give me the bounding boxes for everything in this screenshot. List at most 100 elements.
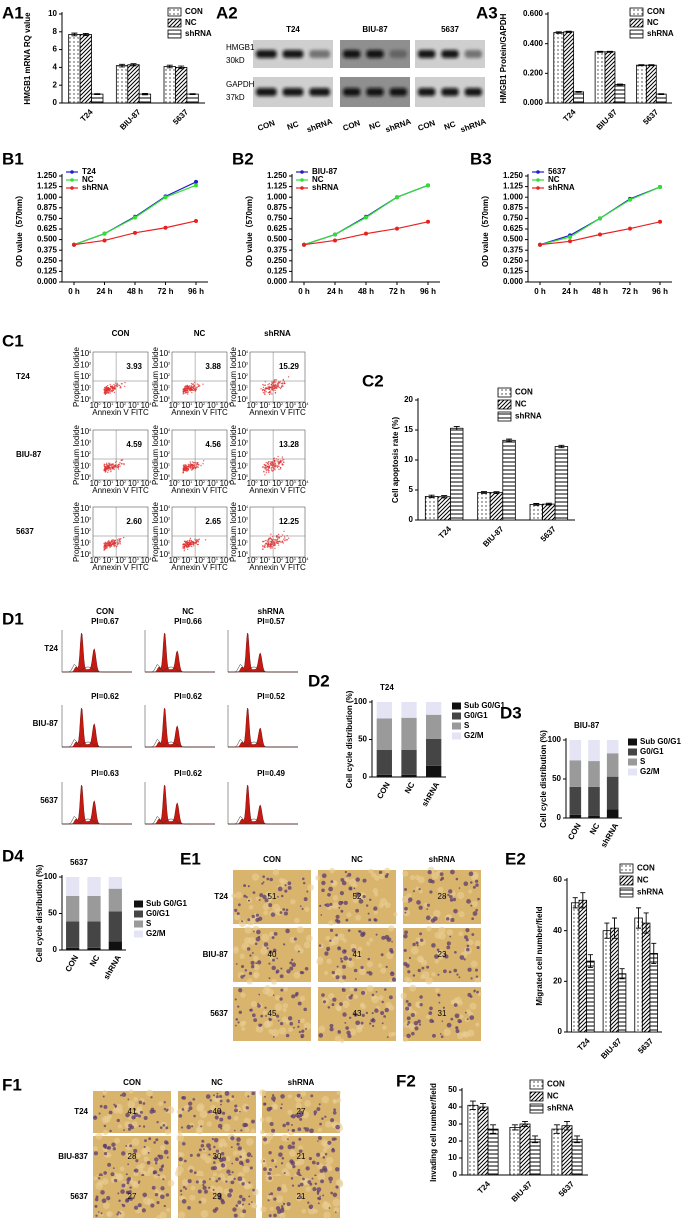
bar bbox=[562, 1126, 572, 1175]
cell bbox=[474, 989, 476, 991]
tick-exp: 3 bbox=[246, 516, 248, 520]
cell bbox=[293, 1129, 295, 1131]
flow-event bbox=[267, 541, 268, 542]
flow-event bbox=[193, 388, 194, 389]
y-tick-label: 1.000 bbox=[37, 192, 58, 201]
y-tick-label: 0.625 bbox=[267, 224, 288, 233]
cell bbox=[100, 1212, 102, 1214]
cell bbox=[372, 994, 375, 997]
pore bbox=[380, 968, 386, 974]
y-tick-label: 0 bbox=[363, 772, 368, 781]
cell bbox=[295, 994, 298, 997]
cell bbox=[191, 1125, 193, 1127]
cell bbox=[467, 968, 471, 972]
flow-event bbox=[271, 541, 272, 542]
cell bbox=[239, 1111, 241, 1113]
cell bbox=[309, 1157, 312, 1160]
y-tick-label: 10 bbox=[48, 9, 57, 18]
cell bbox=[380, 1011, 384, 1015]
legend-marker bbox=[536, 178, 540, 182]
legend-swatch bbox=[630, 19, 643, 27]
cell bbox=[345, 919, 348, 922]
cell bbox=[100, 1190, 105, 1195]
x-tick-label: 96 h bbox=[420, 287, 436, 296]
cell bbox=[111, 1172, 115, 1176]
legend-swatch bbox=[628, 749, 637, 756]
flow-event bbox=[271, 542, 272, 543]
cell bbox=[260, 1015, 263, 1018]
cell bbox=[344, 1022, 346, 1024]
cell bbox=[323, 1000, 326, 1003]
error-bar bbox=[94, 94, 100, 95]
row-label: BIU-837 bbox=[58, 1152, 88, 1161]
cell bbox=[338, 901, 342, 905]
cell bbox=[329, 1207, 331, 1209]
tick-exp: 3 bbox=[246, 361, 248, 365]
tick-exp: 0 bbox=[246, 551, 248, 555]
pore bbox=[447, 929, 453, 935]
cell bbox=[324, 904, 326, 906]
cell bbox=[340, 891, 344, 895]
cell bbox=[121, 1183, 125, 1187]
pore bbox=[189, 1195, 195, 1201]
pore bbox=[337, 1091, 341, 1095]
cell bbox=[181, 1126, 183, 1128]
flow-event bbox=[184, 464, 185, 465]
cell bbox=[307, 1202, 309, 1204]
tick-exp: 3 bbox=[89, 361, 91, 365]
flow-event bbox=[271, 470, 272, 471]
cell bbox=[342, 975, 346, 979]
point bbox=[538, 243, 542, 247]
bar-segment bbox=[426, 766, 441, 777]
flow-event bbox=[198, 541, 199, 542]
cell bbox=[128, 1128, 131, 1131]
cell bbox=[159, 1168, 163, 1172]
legend-label: NC bbox=[547, 1092, 559, 1101]
cell bbox=[361, 1022, 364, 1025]
bar-segment bbox=[66, 922, 79, 948]
cell bbox=[269, 1214, 272, 1217]
flow-event bbox=[277, 538, 278, 539]
cell bbox=[120, 1094, 122, 1096]
error-bar bbox=[607, 51, 613, 52]
y-axis-label: Cell cycle distribution (%) bbox=[345, 690, 354, 788]
flow-event bbox=[192, 468, 193, 469]
point bbox=[628, 198, 632, 202]
pore bbox=[417, 955, 424, 962]
cell bbox=[329, 903, 332, 906]
pore bbox=[333, 895, 339, 901]
tick-exp: 3 bbox=[216, 402, 218, 406]
x-axis-label: Annexin V FITC bbox=[171, 486, 228, 495]
flow-event bbox=[187, 386, 188, 387]
cell bbox=[117, 1211, 119, 1213]
bar bbox=[571, 903, 579, 1032]
cell bbox=[332, 1003, 335, 1006]
panel-label: F2 bbox=[396, 1071, 416, 1090]
pore bbox=[131, 1138, 139, 1146]
cell bbox=[277, 1210, 281, 1214]
bar-segment bbox=[377, 750, 392, 775]
cell bbox=[383, 1015, 386, 1018]
flow-event bbox=[105, 469, 106, 470]
cell bbox=[160, 1126, 163, 1129]
pore bbox=[104, 1116, 111, 1123]
pore bbox=[336, 1179, 343, 1186]
bar-segment bbox=[426, 715, 441, 739]
point bbox=[364, 232, 368, 236]
pore bbox=[410, 875, 415, 880]
cell bbox=[446, 945, 450, 949]
cell bbox=[292, 1141, 295, 1144]
flow-plot-frame bbox=[250, 507, 305, 557]
legend-label: shRNA bbox=[547, 1104, 574, 1113]
pore bbox=[213, 1172, 217, 1176]
cell bbox=[426, 916, 431, 921]
flow-event bbox=[281, 383, 282, 384]
cell bbox=[322, 1166, 327, 1171]
cell bbox=[407, 1016, 411, 1020]
flow-event bbox=[182, 547, 183, 548]
cell bbox=[249, 972, 252, 975]
cell bbox=[270, 1122, 274, 1126]
pore bbox=[242, 1166, 249, 1173]
flow-event bbox=[104, 392, 105, 393]
cell bbox=[309, 1128, 314, 1133]
